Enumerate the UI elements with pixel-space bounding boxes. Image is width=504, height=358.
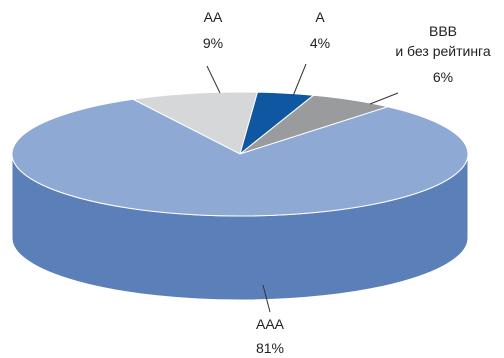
pie-slice-aaa bbox=[11, 98, 469, 217]
label-a-name: A bbox=[315, 9, 325, 25]
label-bbb-value: 6% bbox=[433, 69, 453, 85]
leader-line-bbb bbox=[369, 92, 399, 105]
leader-line-a bbox=[292, 63, 307, 97]
pie-slice-aa bbox=[131, 91, 259, 155]
label-aa-name: AA bbox=[204, 9, 223, 25]
label-aa-value: 9% bbox=[203, 35, 223, 51]
label-bbb-name2: и без рейтинга bbox=[395, 43, 491, 59]
label-a-value: 4% bbox=[310, 35, 330, 51]
label-aaa-value: 81% bbox=[256, 340, 284, 356]
leader-line-aa bbox=[206, 65, 221, 94]
label-bbb-name: BBB bbox=[429, 23, 457, 39]
label-aaa-name: AAA bbox=[256, 316, 285, 332]
pie-top bbox=[11, 91, 469, 217]
leader-line-aaa bbox=[262, 284, 271, 313]
